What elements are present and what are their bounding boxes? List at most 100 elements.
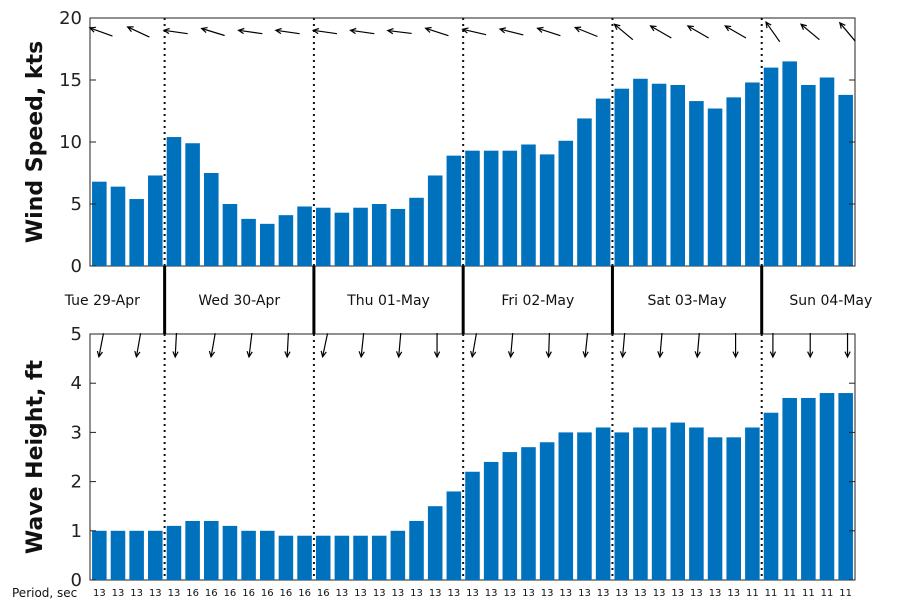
wave-panel-direction-arrow <box>470 333 478 359</box>
wave-panel-bar <box>259 530 275 580</box>
wave-panel-tick-label: 3 <box>71 422 82 443</box>
wind-panel-bar <box>633 78 648 266</box>
wind-panel-bar <box>689 101 704 266</box>
wind-panel-bar <box>353 207 368 266</box>
wind-panel-tick-label: 10 <box>59 132 82 153</box>
wind-panel: 0 5 10 15 20 Wind Speed, kts <box>23 8 856 277</box>
period-value: 11 <box>765 588 778 599</box>
day-label: Thu 01-May <box>346 293 430 309</box>
wave-panel-bar <box>166 525 182 580</box>
period-value: 13 <box>597 588 610 599</box>
period-value: 16 <box>186 588 199 599</box>
period-value: 13 <box>485 588 498 599</box>
wave-panel-direction-arrow <box>208 333 216 359</box>
wave-panel-ylabel: Wave Height, ft <box>23 359 48 554</box>
period-value: 16 <box>280 588 293 599</box>
wave-panel-bar <box>577 432 592 580</box>
wave-panel-direction-arrow <box>395 332 403 359</box>
wind-panel-bar <box>371 204 387 266</box>
day-label: Wed 30-Apr <box>198 293 280 309</box>
wave-panel-bar <box>185 520 200 580</box>
period-value: 11 <box>839 588 852 599</box>
wave-panel-tick-label: 5 <box>71 324 82 345</box>
wave-panel-bar <box>222 525 238 580</box>
wave-panel-tick-label: 4 <box>71 373 82 394</box>
wave-panel-bar <box>801 397 816 580</box>
wind-panel-bar <box>259 223 275 266</box>
wind-panel-bar <box>801 84 816 267</box>
wind-panel-direction-arrow <box>274 27 300 35</box>
wave-panel-direction-arrow <box>769 333 777 359</box>
wind-panel-direction-arrow <box>200 26 225 37</box>
wave-panel-direction-arrow <box>134 333 142 359</box>
wave-panel-bar <box>241 530 256 580</box>
wind-panel-tick-label: 5 <box>71 194 82 215</box>
wave-panel-direction-arrow <box>433 333 441 359</box>
period-value: 11 <box>821 588 834 599</box>
wind-panel-bar <box>726 97 741 266</box>
wave-panel-direction-arrow <box>619 332 627 359</box>
wind-panel-bar <box>819 77 835 267</box>
wind-panel-bar <box>297 206 312 266</box>
wind-panel-bar <box>110 186 126 266</box>
wind-panel-bar <box>241 218 256 266</box>
wind-panel-direction-arrow <box>162 27 188 35</box>
wave-panel-direction-arrow <box>844 333 851 359</box>
wind-panel-bar <box>707 108 723 267</box>
wave-panel-bar <box>838 393 853 580</box>
period-value: 16 <box>298 588 311 599</box>
wind-panel-bar <box>483 150 499 266</box>
wave-panel-bar <box>819 393 835 580</box>
wave-panel-bar <box>707 437 723 580</box>
wind-panel-bar <box>446 155 462 266</box>
period-value: 13 <box>634 588 647 599</box>
wind-panel-bar <box>390 208 406 266</box>
wave-panel-direction-arrow <box>657 332 664 359</box>
wind-panel-direction-arrow <box>765 21 781 43</box>
period-value: 13 <box>541 588 554 599</box>
wave-panel-bar <box>110 530 126 580</box>
wave-panel-bar <box>465 471 480 580</box>
wave-panel-bar <box>614 432 630 580</box>
wave-panel-bar <box>334 535 350 580</box>
wave-panel-bar <box>558 432 574 580</box>
wave-panel-bar <box>148 530 163 580</box>
wave-panel-bar <box>204 520 219 580</box>
period-value: 13 <box>130 588 143 599</box>
wind-panel-direction-arrow <box>88 26 113 37</box>
day-label: Fri 02-May <box>501 293 574 309</box>
period-value: 16 <box>205 588 218 599</box>
wind-panel-bar <box>427 175 443 266</box>
wave-panel-direction-arrow <box>320 333 329 359</box>
wind-panel-bar <box>204 173 219 266</box>
day-band: Tue 29-Apr Wed 30-Apr Thu 01-May Fri 02-May… <box>64 266 872 334</box>
wave-panel-bar <box>427 506 443 580</box>
wave-panel-bar <box>297 535 312 580</box>
day-label: Sat 03-May <box>647 293 726 309</box>
wind-panel-bar <box>409 197 424 266</box>
period-value: 16 <box>224 588 237 599</box>
wave-panel-direction-arrow <box>545 332 552 359</box>
wave-panel-bar <box>315 535 331 580</box>
wave-panel-bar <box>726 437 741 580</box>
wave-panel-direction-arrow <box>807 333 814 359</box>
wave-panel-direction-arrow <box>96 333 105 359</box>
wave-panel-bar <box>782 397 797 580</box>
wind-panel-bar <box>166 137 182 266</box>
wave-panel-direction-arrow <box>358 333 365 359</box>
wave-panel-bar <box>446 491 462 580</box>
wind-panel-bar <box>539 154 555 266</box>
period-value: 13 <box>112 588 125 599</box>
wave-panel-bar <box>763 412 779 580</box>
wind-panel-direction-arrow <box>424 26 449 37</box>
wind-panel-bar <box>278 215 294 266</box>
period-value: 13 <box>559 588 572 599</box>
wave-panel: 0 1 2 3 4 5 Wave Height, ft <box>23 324 856 591</box>
period-title: Period, sec <box>12 586 77 600</box>
wind-panel-bar <box>502 150 518 266</box>
wave-panel-direction-arrow <box>172 332 179 359</box>
period-value: 13 <box>447 588 460 599</box>
period-value: 11 <box>746 588 759 599</box>
wind-panel-bar <box>558 140 574 266</box>
